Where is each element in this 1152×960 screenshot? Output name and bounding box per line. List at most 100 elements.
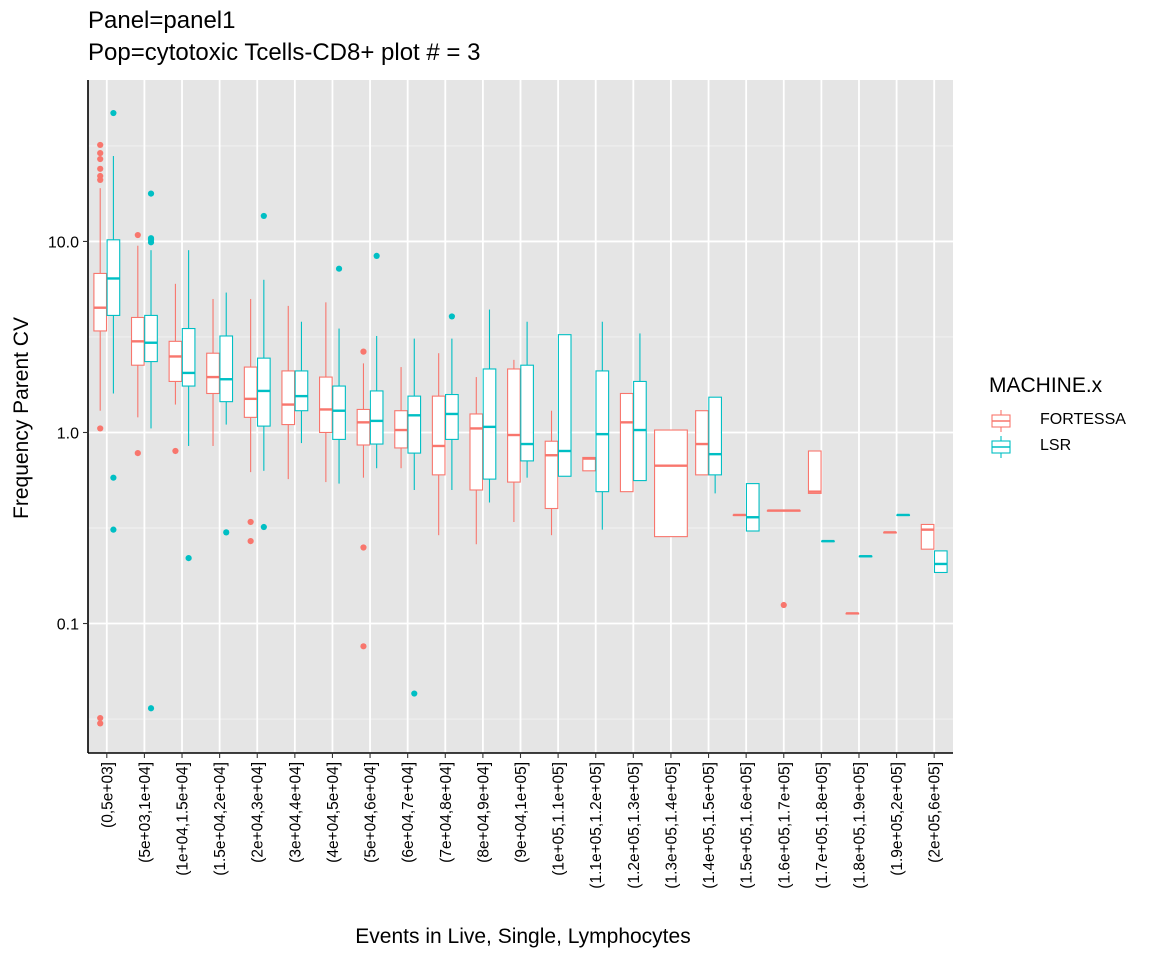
x-tick-label: (1e+05,1.1e+05]	[551, 762, 568, 876]
outlier-point	[147, 190, 155, 197]
box	[619, 392, 634, 493]
outlier-point	[97, 176, 104, 183]
y-tick-label: 1.0	[57, 425, 79, 442]
x-tick-label: (7e+04,8e+04]	[438, 762, 455, 863]
outlier-point	[373, 252, 380, 260]
box	[544, 440, 559, 510]
y-tick-label: 0.1	[57, 617, 79, 634]
outlier-point	[97, 150, 104, 157]
x-tick-label: (4e+04,5e+04]	[325, 762, 342, 863]
box	[745, 483, 760, 532]
box	[281, 370, 296, 426]
outlier-point	[97, 155, 104, 163]
x-tick-label: (6e+04,7e+04]	[400, 762, 417, 863]
box	[920, 523, 935, 550]
x-tick-label: (8e+04,9e+04]	[475, 762, 492, 863]
legend-label-fortessa: FORTESSA	[1040, 411, 1126, 428]
outlier-point	[97, 720, 104, 727]
x-tick-label: (2e+05,6e+05]	[927, 762, 944, 863]
box	[507, 368, 521, 483]
x-tick-label: (1.5e+04,2e+04]	[212, 762, 229, 876]
outlier-point	[97, 714, 104, 722]
x-tick-label: (9e+04,1e+05]	[513, 762, 530, 863]
x-axis-label: Events in Live, Single, Lymphocytes	[355, 925, 691, 948]
box	[431, 395, 446, 476]
outlier-point	[97, 165, 104, 172]
box	[469, 413, 484, 491]
outlier-point	[448, 313, 455, 320]
box	[933, 550, 948, 574]
box	[520, 364, 534, 462]
outlier-point	[110, 109, 117, 117]
box	[168, 340, 183, 382]
x-tick-label: (5e+04,6e+04]	[363, 762, 380, 863]
legend-label-lsr: LSR	[1040, 437, 1072, 454]
outlier-point	[335, 265, 343, 272]
box	[482, 368, 497, 480]
x-tick-label: (1e+04,1.5e+04]	[175, 762, 192, 876]
outlier-point	[185, 555, 192, 562]
series-fortessa	[93, 141, 935, 727]
outlier-point	[147, 239, 155, 246]
x-tick-label: (1.9e+05,2e+05]	[889, 762, 906, 876]
y-tick-label: 10.0	[48, 234, 79, 251]
outlier-point	[97, 141, 104, 149]
outlier-point	[110, 474, 117, 481]
outlier-point	[110, 526, 117, 533]
x-tick-label: (3e+04,4e+04]	[287, 762, 304, 863]
box	[807, 450, 822, 494]
x-tick-label: (1.6e+05,1.7e+05]	[776, 762, 793, 889]
outlier-point	[172, 447, 179, 455]
box	[144, 314, 158, 363]
outlier-point	[247, 538, 254, 545]
outlier-point	[97, 425, 104, 432]
outlier-point	[260, 212, 267, 220]
box	[219, 335, 234, 403]
box	[356, 408, 371, 446]
box	[557, 334, 572, 477]
x-tick-label: (1.1e+05,1.2e+05]	[588, 762, 605, 889]
x-tick-label: (1.5e+05,1.6e+05]	[739, 762, 756, 889]
outlier-point	[223, 529, 230, 536]
box	[332, 385, 346, 440]
x-tick-label: (1.7e+05,1.8e+05]	[814, 762, 831, 889]
box	[708, 396, 722, 476]
box	[93, 272, 108, 332]
outlier-point	[147, 705, 155, 712]
series-lsr	[106, 109, 948, 712]
x-tick-label: (2e+04,3e+04]	[250, 762, 267, 863]
outlier-point	[360, 544, 367, 551]
outlier-point	[260, 523, 267, 531]
outlier-point	[360, 348, 367, 355]
x-tick-label: (1.4e+05,1.5e+05]	[701, 762, 718, 889]
box	[695, 410, 709, 476]
outlier-point	[780, 601, 787, 609]
x-tick-label: (0,5e+03]	[99, 762, 116, 828]
outlier-point	[411, 690, 418, 697]
x-tick-label: (1.3e+05,1.4e+05]	[663, 762, 680, 889]
x-tick-label: (5e+03,1e+04]	[137, 762, 154, 863]
legend-title: MACHINE.x	[989, 374, 1103, 397]
box	[294, 370, 309, 412]
chart-subtitle: Pop=cytotoxic Tcells-CD8+ plot # = 3	[88, 39, 481, 66]
outlier-point	[360, 643, 367, 650]
box	[407, 395, 422, 454]
y-axis-label: Frequency Parent CV	[10, 317, 33, 519]
legend-key-fortessa	[991, 410, 1011, 432]
x-tick-label: (1.8e+05,1.9e+05]	[851, 762, 868, 889]
box	[445, 393, 459, 440]
box	[243, 366, 258, 418]
box	[369, 390, 384, 445]
outlier-point	[134, 449, 141, 457]
outlier-point	[134, 231, 141, 239]
box	[319, 376, 333, 434]
outlier-point	[247, 518, 254, 526]
x-tick-label: (1.2e+05,1.3e+05]	[626, 762, 643, 889]
box	[206, 352, 220, 395]
chart-title: Panel=panel1	[88, 7, 236, 34]
box	[654, 429, 688, 538]
legend-key-lsr	[991, 436, 1011, 458]
box	[595, 370, 610, 493]
box	[181, 327, 196, 387]
